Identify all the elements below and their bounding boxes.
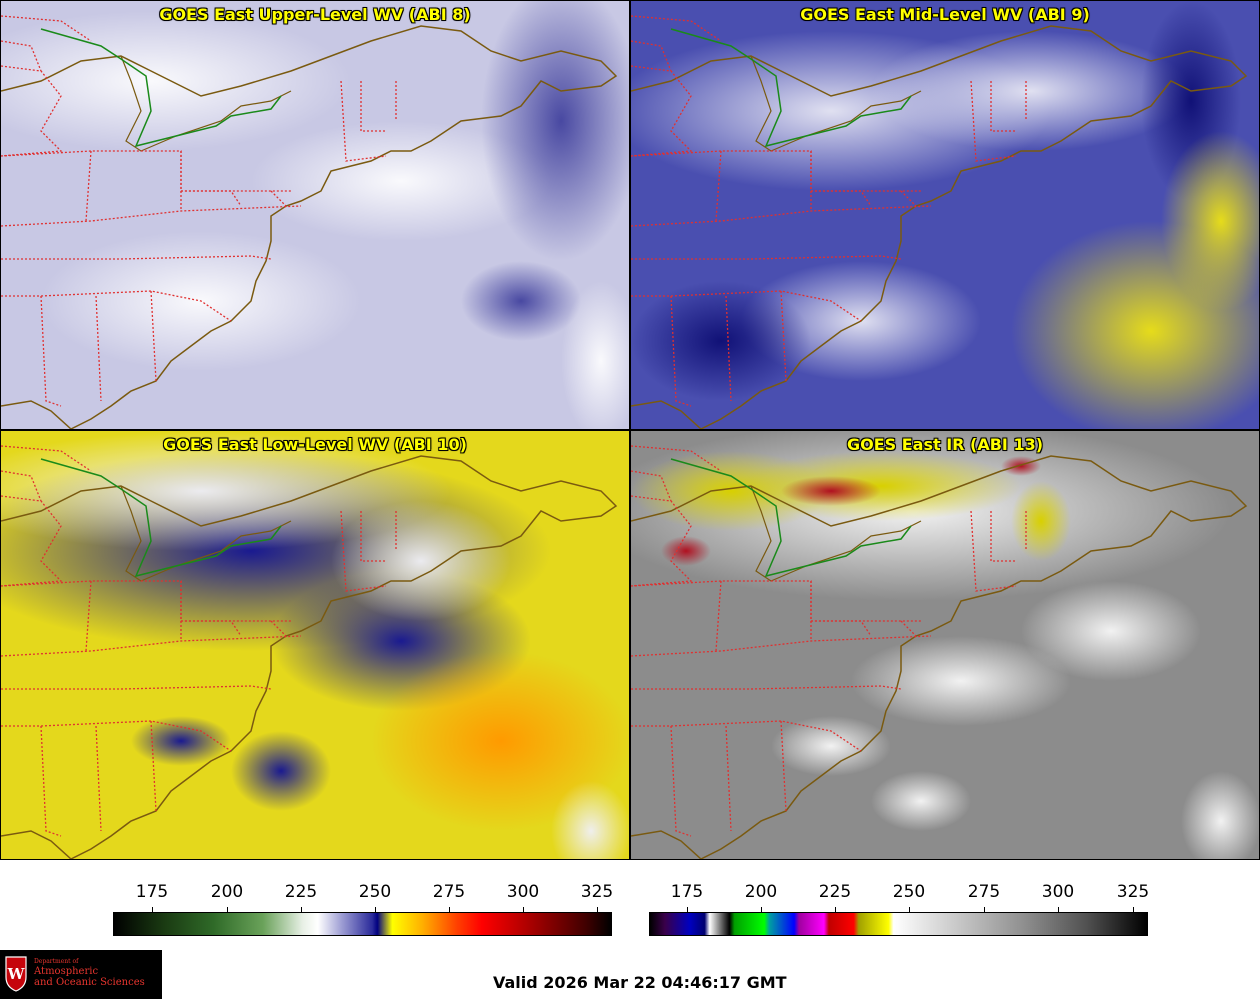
aos-logo: W Department of Atmospheric and Oceanic … <box>0 950 162 999</box>
colorbar-tick-label: 275 <box>967 882 1001 902</box>
colorbar-tick-mark <box>449 907 450 912</box>
low-level-wv-imagery <box>1 431 629 859</box>
colorbar-tick-label: 250 <box>358 882 392 902</box>
colorbar-tick-label: 325 <box>1116 882 1150 902</box>
mid-level-wv-panel: GOES East Mid-Level WV (ABI 9) <box>630 0 1260 430</box>
colorbar-tick-label: 225 <box>284 882 318 902</box>
wv-colorbar <box>113 912 612 936</box>
panel-title: GOES East Upper-Level WV (ABI 8) <box>159 5 471 24</box>
logo-line1: Department of <box>34 958 79 965</box>
colorbar-tick-mark <box>597 907 598 912</box>
ir-imagery <box>631 431 1259 859</box>
colorbar-tick-label: 300 <box>1041 882 1075 902</box>
upper-level-wv-panel: GOES East Upper-Level WV (ABI 8) <box>0 0 630 430</box>
panel-title: GOES East Mid-Level WV (ABI 9) <box>800 5 1090 24</box>
colorbar-tick-label: 275 <box>432 882 466 902</box>
colorbar-tick-mark <box>1133 907 1134 912</box>
colorbar-tick-label: 200 <box>210 882 244 902</box>
colorbar-tick-label: 250 <box>892 882 926 902</box>
colorbar-tick-mark <box>984 907 985 912</box>
colorbar-tick-mark <box>909 907 910 912</box>
uw-shield-icon: W <box>5 956 27 992</box>
colorbar-tick-label: 175 <box>135 882 169 902</box>
colorbar-tick-label: 200 <box>744 882 778 902</box>
panel-title: GOES East Low-Level WV (ABI 10) <box>163 435 467 454</box>
ir-colorbar <box>649 912 1148 936</box>
logo-line2: Atmospheric <box>34 966 99 977</box>
colorbar-tick-label: 175 <box>670 882 704 902</box>
ir-panel: GOES East IR (ABI 13) <box>630 430 1260 860</box>
colorbar-tick-mark <box>152 907 153 912</box>
colorbar-tick-mark <box>687 907 688 912</box>
logo-text: Department of Atmospheric and Oceanic Sc… <box>34 958 145 988</box>
colorbar-tick-label: 300 <box>506 882 540 902</box>
panel-title: GOES East IR (ABI 13) <box>846 435 1044 454</box>
mid-level-wv-imagery <box>631 1 1259 429</box>
colorbar-tick-mark <box>227 907 228 912</box>
colorbar-tick-mark <box>523 907 524 912</box>
logo-line3: and Oceanic Sciences <box>34 977 145 988</box>
upper-level-wv-imagery <box>1 1 629 429</box>
colorbar-tick-mark <box>835 907 836 912</box>
colorbar-tick-mark <box>375 907 376 912</box>
valid-time: Valid 2026 Mar 22 04:46:17 GMT <box>493 973 787 992</box>
colorbar-tick-mark <box>301 907 302 912</box>
colorbar-tick-label: 325 <box>580 882 614 902</box>
colorbar-tick-mark <box>1058 907 1059 912</box>
colorbar-tick-label: 225 <box>818 882 852 902</box>
low-level-wv-panel: GOES East Low-Level WV (ABI 10) <box>0 430 630 860</box>
colorbar-tick-mark <box>761 907 762 912</box>
shield-letter: W <box>7 965 26 983</box>
